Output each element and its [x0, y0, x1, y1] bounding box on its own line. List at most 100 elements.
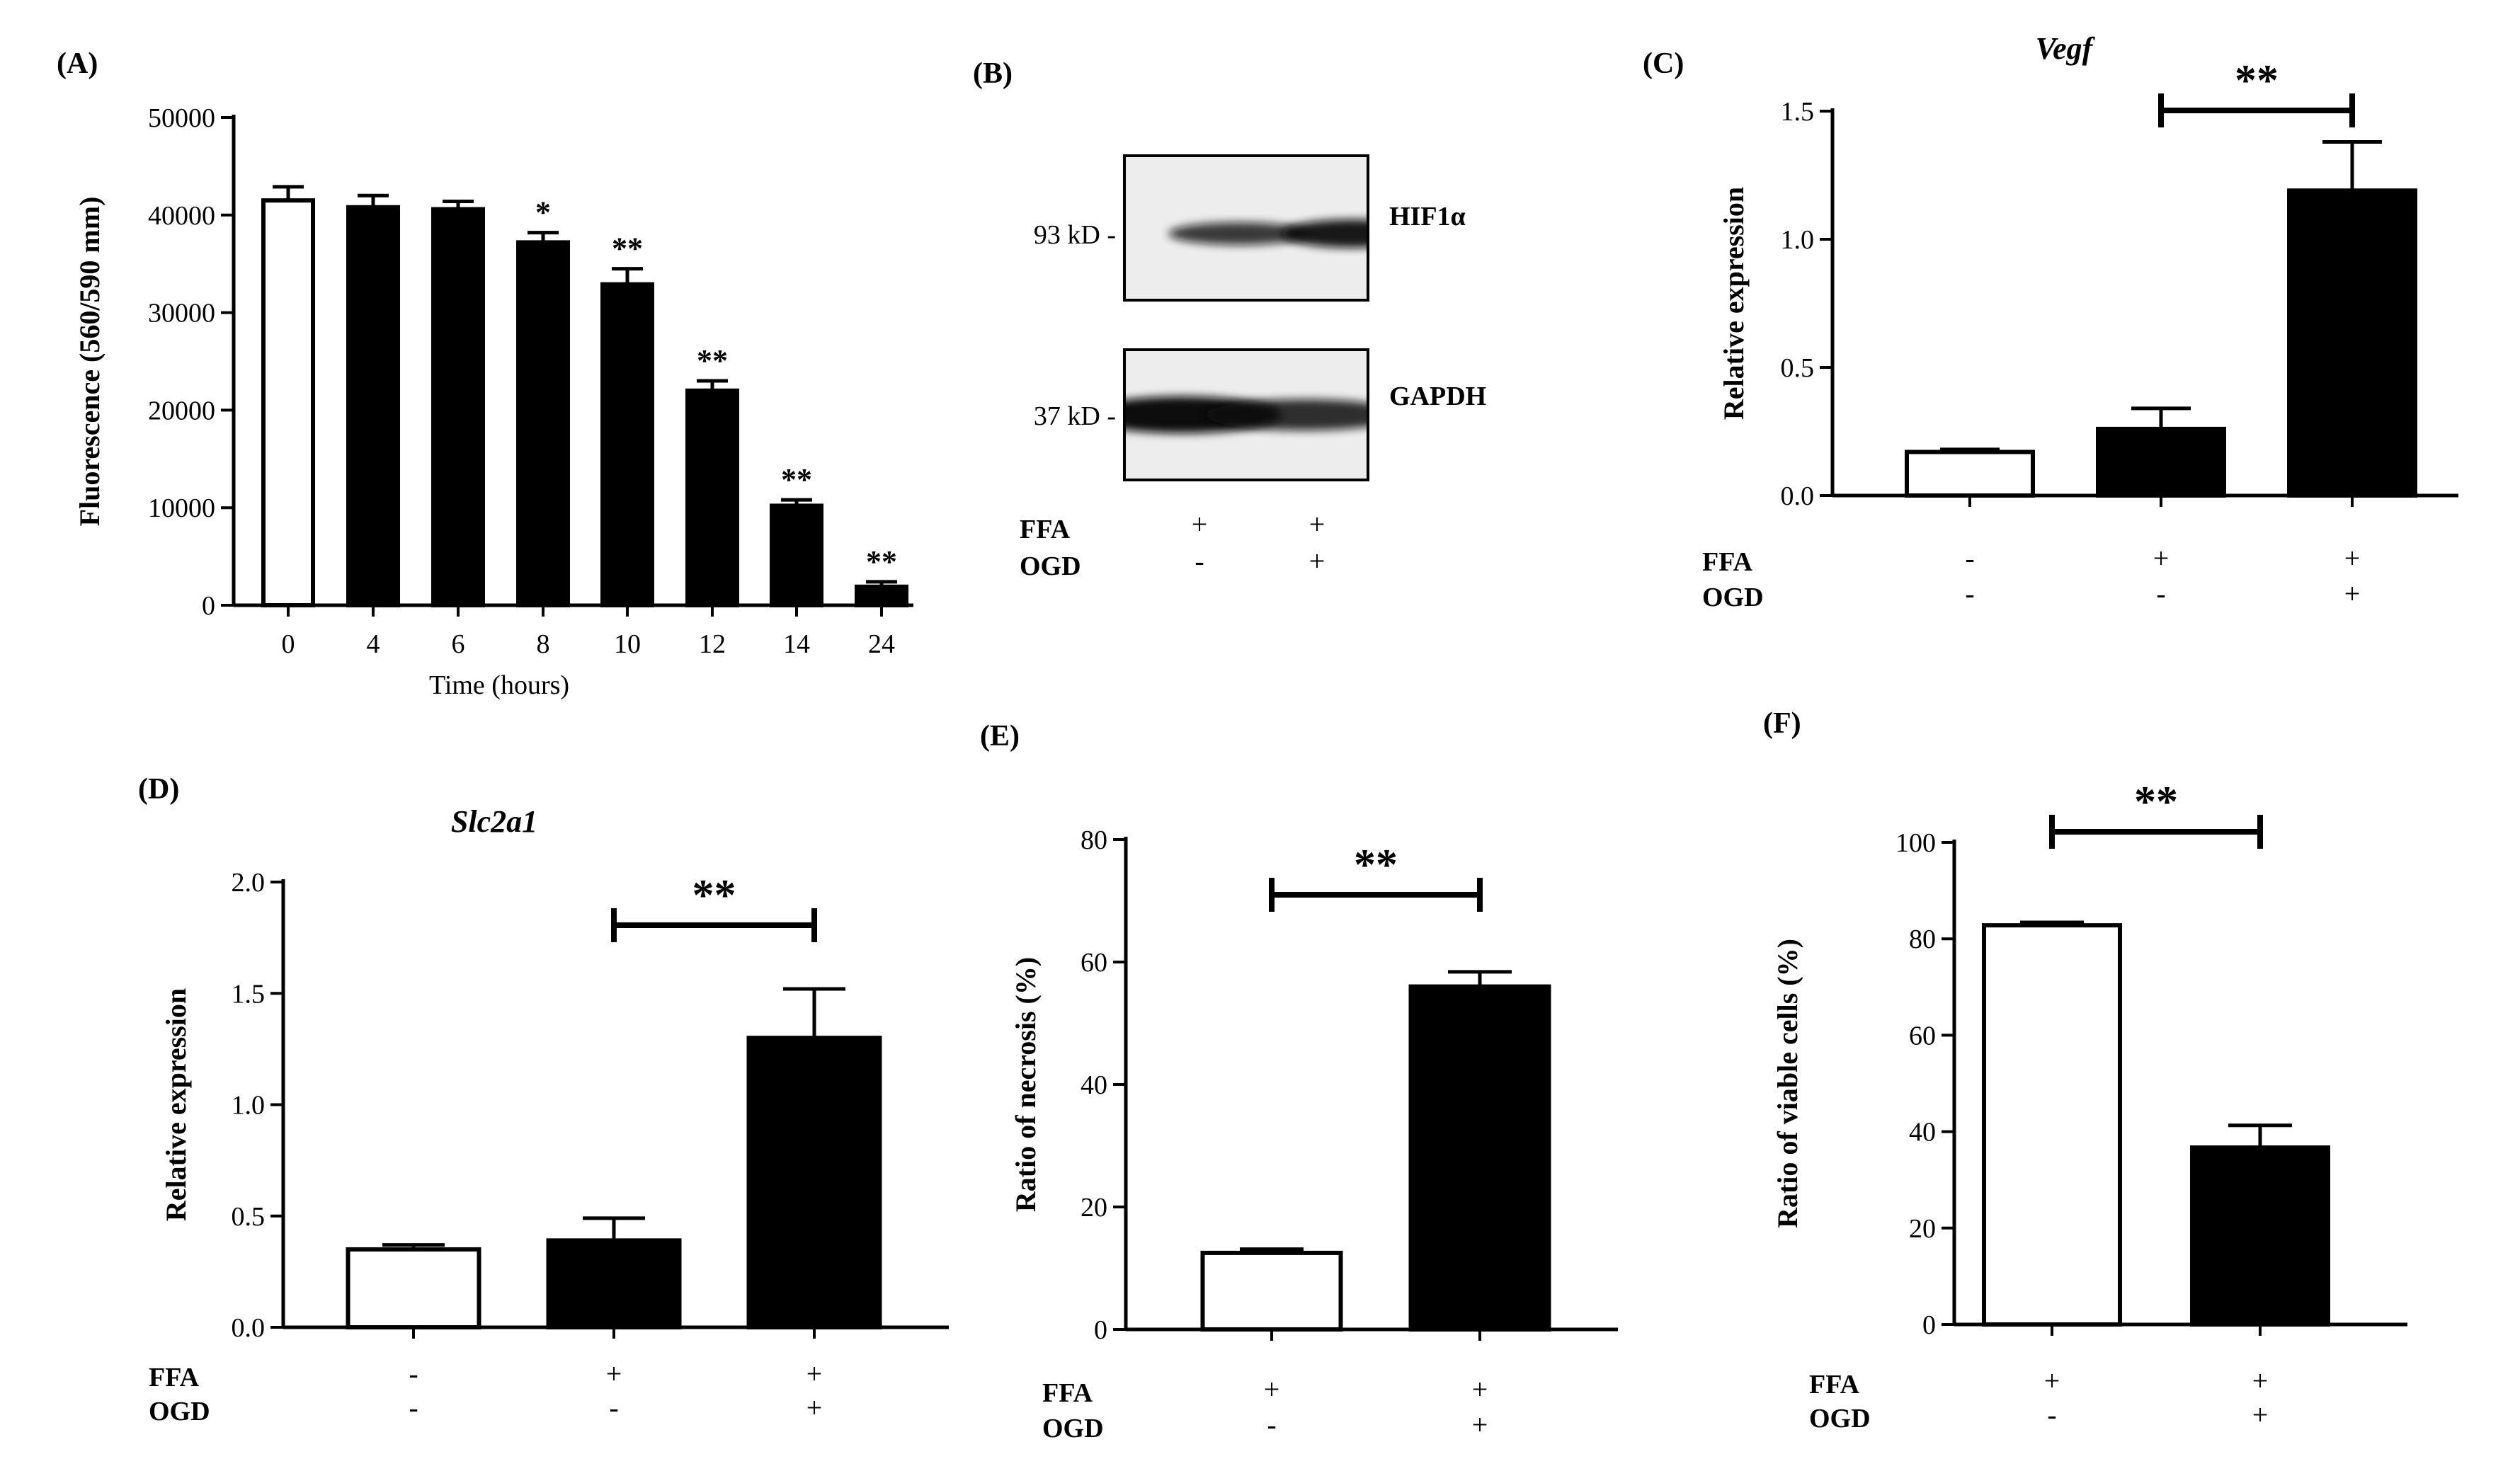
panelA-x-tick-label: 6	[452, 629, 465, 659]
panelA-label: (A)	[57, 47, 98, 80]
panelD-label: (D)	[138, 773, 179, 806]
panelC-bar	[2287, 188, 2417, 498]
panelC-cond-sign: +	[2153, 542, 2170, 574]
panelE-label: (E)	[980, 720, 1020, 752]
panelD-bar	[546, 1238, 682, 1329]
panelF-y-tick-label: 40	[1909, 1118, 1936, 1147]
panelF-chart: (F) 0 20 40 60 80 100 Ratio of viable cells (%)…	[1763, 707, 2407, 1433]
panelD-y-tick-label: 1.0	[232, 1091, 266, 1121]
blot-band	[1168, 222, 1310, 245]
panelD-bar	[746, 1036, 882, 1330]
panelC-y-tick-label: 0.0	[1781, 481, 1815, 511]
panelE-y-tick-label: 80	[1081, 825, 1107, 855]
panelC-cond-label: FFA	[1702, 547, 1753, 577]
panelA-y-tick-label: 40000	[148, 201, 215, 231]
panelA-bar	[431, 207, 485, 608]
panelD-cond-label: OGD	[149, 1397, 210, 1426]
panelA-bar	[855, 584, 908, 607]
panelF-y-tick-label: 0	[1922, 1310, 1936, 1340]
panelB-cond-sign: +	[1309, 545, 1325, 577]
panelD-cond-sign: +	[606, 1358, 622, 1390]
panelC-bar	[1905, 450, 2035, 498]
panelA-bar	[600, 282, 654, 607]
panelF-cond-label: FFA	[1809, 1370, 1860, 1400]
panelB-cond-label: FFA	[1020, 515, 1071, 544]
panelF-y-tick-label: 20	[1909, 1214, 1936, 1244]
panelB-cond-label: OGD	[1020, 551, 1081, 581]
panelD-cond-label: FFA	[149, 1363, 200, 1392]
blot-marker-1: 37 kD -	[1034, 401, 1116, 431]
panelE-bar	[1200, 1250, 1343, 1332]
panelC-sig-stars: **	[2235, 57, 2279, 105]
panelA-y-tick-label: 50000	[148, 103, 215, 133]
panelC-chart: (C) Vegf 0.0 0.5 1.0 1.5 Relative expression **…	[1643, 31, 2458, 612]
blot-protein-1: GAPDH	[1389, 382, 1486, 411]
panelD-chart: (D) Slc2a1 0.0 0.5 1.0 1.5 2.0 Relative express…	[138, 773, 949, 1426]
blot-protein-0: HIF1α	[1389, 202, 1466, 231]
panelC-cond-sign: -	[2156, 578, 2165, 609]
panelD-sig-stars: **	[692, 871, 736, 920]
panelC-label: (C)	[1643, 47, 1684, 80]
panelD-bar	[346, 1247, 481, 1330]
panelF-label: (F)	[1763, 707, 1801, 740]
panelE-cond-sign: +	[1472, 1409, 1488, 1441]
panelB-cond-sign: +	[1192, 508, 1208, 540]
panelA-sig-star: *	[535, 195, 551, 230]
panelD-cond-sign: +	[806, 1392, 823, 1424]
panelA-bar	[516, 240, 570, 608]
panelA-bar	[770, 503, 823, 607]
panelA-sig-star: **	[612, 231, 643, 266]
panelE-cond-label: OGD	[1042, 1414, 1104, 1443]
panelE-y-tick-label: 60	[1081, 948, 1107, 978]
blot-band	[1282, 219, 1367, 248]
panelE-y-label: Ratio of necrosis (%)	[1010, 957, 1042, 1212]
panelA-x-tick-label: 0	[282, 629, 295, 659]
panelA-y-tick-label: 10000	[148, 493, 215, 523]
panelE-sig-stars: **	[1354, 841, 1398, 889]
panelD-y-tick-label: 2.0	[232, 868, 266, 898]
panelE-y-tick-label: 20	[1081, 1193, 1107, 1223]
panelA-y-tick-label: 30000	[148, 299, 215, 328]
panelA-x-tick-label: 8	[537, 629, 550, 659]
panelC-title: Vegf	[2036, 31, 2096, 66]
panelF-y-label: Ratio of viable cells (%)	[1772, 939, 1803, 1228]
blot-marker-0: 93 kD -	[1034, 220, 1116, 250]
blot-band	[1205, 399, 1367, 430]
panelF-y-tick-label: 100	[1895, 828, 1936, 858]
panelA-y-label: Fluorescence (560/590 mm)	[74, 197, 106, 527]
panelD-y-tick-label: 1.5	[232, 979, 266, 1009]
panelA-bar	[685, 388, 739, 608]
panelC-y-tick-label: 1.5	[1781, 97, 1815, 127]
panelC-cond-sign: -	[1965, 542, 1974, 574]
panelC-bar	[2096, 426, 2226, 498]
panelD-cond-sign: +	[806, 1358, 823, 1390]
panelD-y-label: Relative expression	[160, 988, 192, 1221]
panelC-y-tick-label: 1.0	[1781, 225, 1815, 255]
panelD-cond-sign: -	[409, 1392, 418, 1424]
panelF-y-tick-label: 60	[1909, 1021, 1936, 1051]
panelB-cond-sign: +	[1309, 508, 1325, 540]
panelF-bar	[2190, 1145, 2330, 1327]
panelB-cond-sign: -	[1195, 545, 1204, 577]
panelF-cond-sign: +	[2252, 1399, 2269, 1431]
panelA-x-tick-label: 24	[868, 629, 895, 659]
panelA-x-label: Time (hours)	[429, 670, 569, 700]
panelE-cond-sign: +	[1264, 1373, 1280, 1405]
panelE-y-tick-label: 0	[1094, 1315, 1107, 1345]
panelA-sig-star: **	[781, 462, 812, 497]
panelA-x-tick-label: 12	[699, 629, 726, 659]
panelD-title: Slc2a1	[451, 804, 537, 839]
panelA-bar	[261, 198, 315, 607]
panelE-y-tick-label: 40	[1081, 1070, 1107, 1100]
panelE-cond-sign: -	[1267, 1409, 1276, 1441]
panelD-y-tick-label: 0.5	[232, 1202, 266, 1232]
panelD-y-tick-label: 0.0	[232, 1313, 266, 1343]
panelA-sig-star: **	[697, 343, 728, 378]
panelE-cond-sign: +	[1472, 1373, 1488, 1405]
panelA-x-tick-label: 10	[614, 629, 641, 659]
panelA-chart: (A) 0 10000 20000 30000 40000 50000 Fluorescenc…	[57, 47, 913, 700]
panelF-y-tick-label: 80	[1909, 925, 1936, 954]
panelC-y-tick-label: 0.5	[1781, 353, 1815, 383]
panelC-y-label: Relative expression	[1718, 187, 1750, 420]
